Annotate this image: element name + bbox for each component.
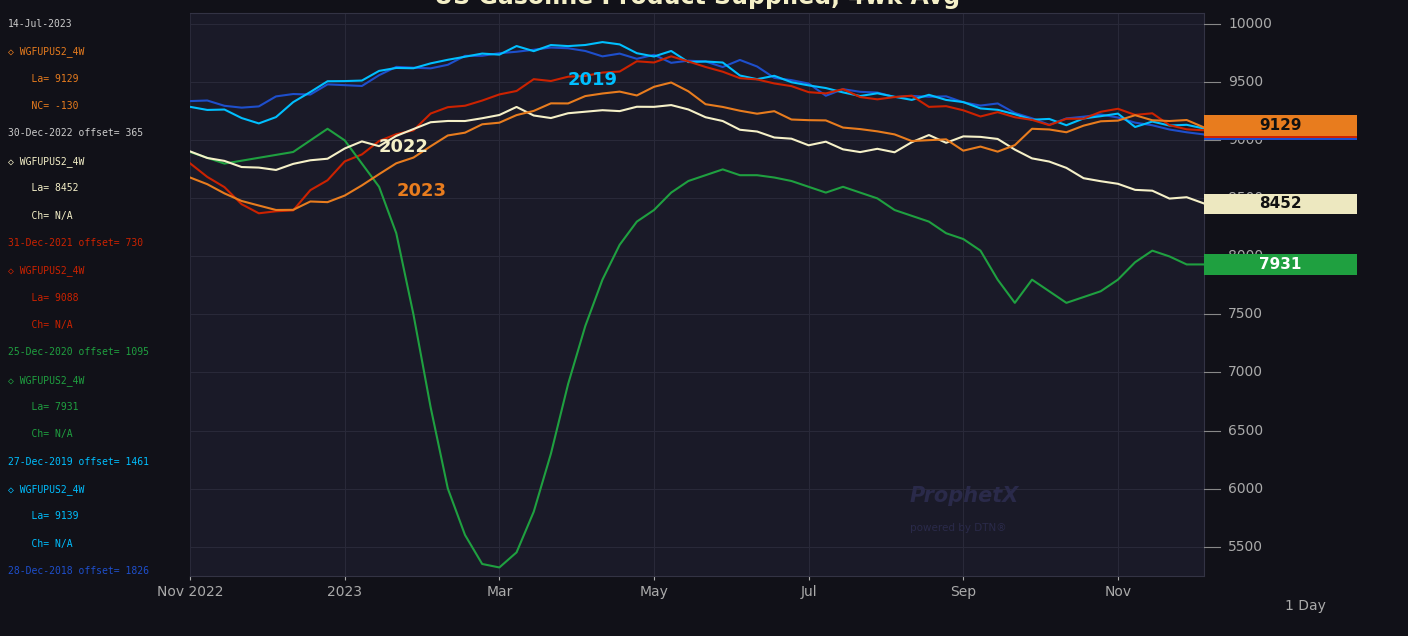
Bar [1204,254,1357,275]
Text: 28-Dec-2018 offset= 1826: 28-Dec-2018 offset= 1826 [7,566,149,576]
Text: La= 7931: La= 7931 [7,402,77,412]
Text: Ch= N/A: Ch= N/A [7,211,72,221]
Text: ProphetX: ProphetX [910,487,1019,506]
Text: La= 8452: La= 8452 [7,183,77,193]
Text: 2022: 2022 [379,138,429,156]
Text: 9129: 9129 [1259,118,1301,133]
Text: 8500: 8500 [1228,191,1263,205]
Text: 14-Jul-2023: 14-Jul-2023 [7,19,72,29]
Text: ◇ WGFUPUS2_4W: ◇ WGFUPUS2_4W [7,46,84,57]
Bar [1204,136,1357,138]
Text: La= 9129: La= 9129 [7,74,77,84]
Bar [1204,193,1357,214]
Title: US Gasoline Product Supplied, 4wk Avg: US Gasoline Product Supplied, 4wk Avg [434,0,960,10]
Text: 10000: 10000 [1228,17,1273,31]
Text: 7500: 7500 [1228,307,1263,321]
Text: 2019: 2019 [567,71,618,88]
Text: 25-Dec-2020 offset= 1095: 25-Dec-2020 offset= 1095 [7,347,149,357]
Bar [1204,115,1357,136]
Text: La= 9139: La= 9139 [7,511,77,522]
Text: powered by DTN®: powered by DTN® [910,523,1007,532]
Bar [1204,138,1357,140]
Text: 8000: 8000 [1228,249,1263,263]
Text: 6500: 6500 [1228,424,1263,438]
Text: ◇ WGFUPUS2_4W: ◇ WGFUPUS2_4W [7,484,84,495]
Text: NC= -130: NC= -130 [7,101,77,111]
Text: 8452: 8452 [1259,197,1302,212]
Text: Ch= N/A: Ch= N/A [7,320,72,330]
Text: ◇ WGFUPUS2_4W: ◇ WGFUPUS2_4W [7,265,84,276]
Text: 31-Dec-2021 offset= 730: 31-Dec-2021 offset= 730 [7,238,142,248]
Text: 7000: 7000 [1228,366,1263,380]
Text: La= 9088: La= 9088 [7,293,77,303]
Text: 7931: 7931 [1259,257,1301,272]
Text: 30-Dec-2022 offset= 365: 30-Dec-2022 offset= 365 [7,128,142,139]
Text: 6000: 6000 [1228,481,1263,495]
Text: 5500: 5500 [1228,539,1263,553]
Text: 27-Dec-2019 offset= 1461: 27-Dec-2019 offset= 1461 [7,457,149,467]
Text: 2023: 2023 [396,182,446,200]
Text: 1 Day: 1 Day [1286,598,1326,613]
Text: Ch= N/A: Ch= N/A [7,539,72,549]
Text: Ch= N/A: Ch= N/A [7,429,72,439]
Text: ◇ WGFUPUS2_4W: ◇ WGFUPUS2_4W [7,156,84,167]
Text: ◇ WGFUPUS2_4W: ◇ WGFUPUS2_4W [7,375,84,385]
Text: 9500: 9500 [1228,75,1263,89]
Text: 9000: 9000 [1228,134,1263,148]
